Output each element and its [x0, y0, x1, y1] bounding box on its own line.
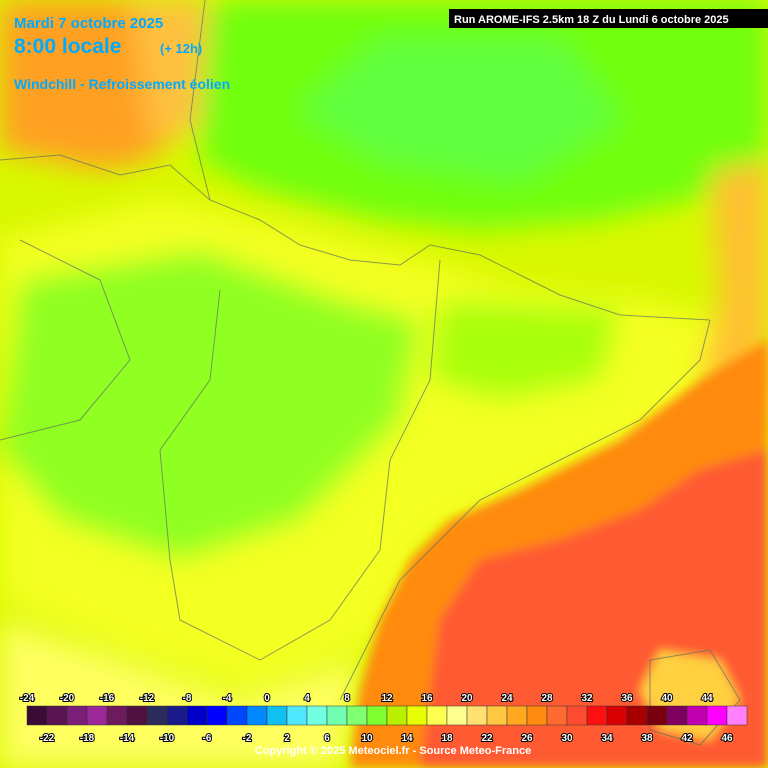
legend-label: -4	[223, 693, 232, 704]
legend-label: 18	[441, 733, 453, 744]
legend-swatch	[486, 705, 508, 726]
legend-label: 40	[661, 693, 673, 704]
legend-swatch	[666, 705, 688, 726]
legend-label: -6	[203, 733, 212, 744]
legend-label: 46	[721, 733, 733, 744]
legend-swatch	[226, 705, 248, 726]
legend-label: 24	[501, 693, 513, 704]
legend-swatch	[146, 705, 168, 726]
legend-swatch	[186, 705, 208, 726]
parameter: Windchill - Refroissement éolien	[14, 76, 230, 92]
legend-swatch	[166, 705, 188, 726]
legend-swatch	[686, 705, 708, 726]
legend-label: -10	[160, 733, 175, 744]
legend-label: 28	[541, 693, 553, 704]
color-legend: -24-22-20-18-16-14-12-10-8-6-4-202468101…	[19, 692, 748, 745]
legend-swatch	[426, 705, 448, 726]
lead-time: (+ 12h)	[160, 41, 202, 56]
legend-label: -24	[20, 693, 35, 704]
legend-swatch	[246, 705, 268, 726]
legend-label: 42	[681, 733, 693, 744]
legend-swatch	[506, 705, 528, 726]
legend-swatch	[586, 705, 608, 726]
legend-label: 10	[361, 733, 373, 744]
legend-label: 0	[264, 693, 270, 704]
legend-swatch	[726, 705, 748, 726]
legend-swatch	[626, 705, 648, 726]
run-box	[449, 9, 768, 28]
legend-label: 44	[701, 693, 713, 704]
legend-label: -18	[80, 733, 95, 744]
legend-label: 16	[421, 693, 433, 704]
legend-swatch	[326, 705, 348, 726]
legend-swatch	[266, 705, 288, 726]
date: Mardi 7 octobre 2025	[14, 15, 163, 32]
legend-label: 30	[561, 733, 573, 744]
legend-swatch	[526, 705, 548, 726]
legend-swatch	[646, 705, 668, 726]
legend-label: 38	[641, 733, 653, 744]
legend-label: 34	[601, 733, 613, 744]
legend-swatch	[706, 705, 728, 726]
header: Mardi 7 octobre 2025 8:00 locale (+ 12h)…	[14, 9, 768, 92]
run-info: Run AROME-IFS 2.5km 18 Z du Lundi 6 octo…	[454, 14, 729, 26]
legend-swatch	[406, 705, 428, 726]
legend-label: 4	[304, 693, 310, 704]
legend-label: 6	[324, 733, 330, 744]
time: 8:00 locale	[14, 35, 121, 58]
legend-label: -2	[243, 733, 252, 744]
legend-label: -22	[40, 733, 55, 744]
legend-swatch	[386, 705, 408, 726]
legend-label: -12	[140, 693, 155, 704]
legend-label: 12	[381, 693, 393, 704]
legend-label: 2	[284, 733, 290, 744]
legend-swatch	[26, 705, 48, 726]
legend-label: -16	[100, 693, 115, 704]
legend-swatch	[566, 705, 588, 726]
legend-label: -8	[183, 693, 192, 704]
legend-label: 14	[401, 733, 413, 744]
legend-swatch	[366, 705, 388, 726]
legend-label: 20	[461, 693, 473, 704]
legend-swatch	[606, 705, 628, 726]
legend-swatch	[206, 705, 228, 726]
copyright: Copyright © 2025 Meteociel.fr - Source M…	[255, 745, 531, 757]
legend-label: 22	[481, 733, 493, 744]
legend-label: 8	[344, 693, 350, 704]
legend-swatch	[286, 705, 308, 726]
legend-label: -14	[120, 733, 135, 744]
legend-swatch	[466, 705, 488, 726]
legend-swatch	[66, 705, 88, 726]
legend-swatch	[106, 705, 128, 726]
legend-label: 26	[521, 733, 533, 744]
legend-swatch	[46, 705, 68, 726]
legend-swatch	[126, 705, 148, 726]
legend-swatch	[446, 705, 468, 726]
legend-swatch	[546, 705, 568, 726]
legend-label: 36	[621, 693, 633, 704]
legend-swatch	[346, 705, 368, 726]
legend-label: -20	[60, 693, 75, 704]
legend-label: 32	[581, 693, 593, 704]
legend-swatch	[86, 705, 108, 726]
legend-swatch	[306, 705, 328, 726]
